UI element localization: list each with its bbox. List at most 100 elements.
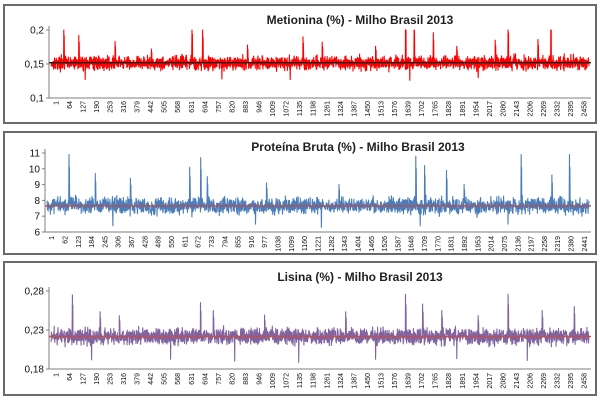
x-tick-label: 855 bbox=[236, 236, 243, 248]
x-tick-label: 946 bbox=[257, 101, 264, 113]
x-tick-label: 2143 bbox=[514, 101, 521, 117]
x-tick-label: 568 bbox=[175, 373, 182, 385]
x-tick-label: 1576 bbox=[392, 373, 399, 389]
x-tick-label: 1828 bbox=[446, 373, 453, 389]
x-tick-label: 442 bbox=[148, 373, 155, 385]
x-tick-label: 2395 bbox=[568, 373, 575, 389]
y-tick-label: 0,2 bbox=[30, 26, 44, 37]
x-tick-label: 2258 bbox=[542, 236, 549, 252]
x-tick-label: 631 bbox=[189, 101, 196, 113]
x-tick-label: 1831 bbox=[449, 236, 456, 252]
x-tick-label: 916 bbox=[249, 236, 256, 248]
chart-panel-metionina: Metionina (%) - Milho Brasil 2013 0,2 0,15… bbox=[3, 4, 597, 124]
x-tick-label: 1954 bbox=[473, 373, 480, 389]
x-tick-label: 253 bbox=[107, 373, 114, 385]
x-tick-label: 489 bbox=[156, 236, 163, 248]
series-line bbox=[50, 293, 590, 364]
x-tick-label: 946 bbox=[257, 373, 264, 385]
y-tick-label: 6 bbox=[34, 228, 40, 239]
x-tick-label: 1160 bbox=[302, 236, 309, 251]
x-tick-label: 672 bbox=[196, 236, 203, 248]
x-tick-label: 611 bbox=[182, 236, 189, 247]
x-tick-label: 1765 bbox=[433, 101, 440, 117]
x-tick-label: 1343 bbox=[342, 236, 349, 252]
x-tick-label: 2380 bbox=[569, 236, 576, 252]
x-tick-label: 2206 bbox=[528, 373, 535, 389]
chart-metionina: Metionina (%) - Milho Brasil 20130,20,15… bbox=[25, 13, 591, 117]
chart-title: Lisina (%) - Milho Brasil 2013 bbox=[277, 270, 443, 284]
x-tick-label: 253 bbox=[107, 101, 114, 113]
x-tick-label: 428 bbox=[142, 236, 149, 248]
x-tick-label: 1072 bbox=[284, 101, 291, 117]
x-tick-label: 550 bbox=[169, 236, 176, 248]
y-tick-label: 0,28 bbox=[25, 287, 45, 298]
y-tick-label: 0,15 bbox=[25, 60, 45, 71]
x-tick-label: 1324 bbox=[338, 373, 345, 389]
y-tick-label: 0,1 bbox=[30, 94, 44, 105]
x-tick-label: 883 bbox=[243, 373, 250, 385]
x-tick-label: 1828 bbox=[446, 101, 453, 117]
x-tick-label: 2080 bbox=[500, 373, 507, 389]
x-tick-label: 379 bbox=[135, 101, 142, 113]
x-tick-label: 316 bbox=[121, 373, 128, 385]
x-tick-label: 2206 bbox=[528, 101, 535, 117]
x-tick-label: 1009 bbox=[270, 373, 277, 389]
x-tick-label: 245 bbox=[102, 236, 109, 248]
x-tick-label: 794 bbox=[222, 236, 229, 248]
chart-panel-lisina: Lisina (%) - Milho Brasil 2013 0,28 0,23 0,… bbox=[3, 261, 597, 396]
x-tick-label: 1261 bbox=[324, 101, 331, 117]
x-tick-label: 2197 bbox=[529, 236, 536, 252]
x-tick-label: 2332 bbox=[555, 373, 562, 389]
x-tick-label: 820 bbox=[229, 101, 236, 113]
x-tick-label: 2395 bbox=[568, 101, 575, 117]
x-tick-label: 1038 bbox=[276, 236, 283, 252]
x-tick-label: 2017 bbox=[487, 101, 494, 117]
x-tick-label: 64 bbox=[67, 373, 74, 381]
y-tick-label: 7 bbox=[34, 212, 40, 223]
x-tick-label: 1282 bbox=[329, 236, 336, 252]
x-tick-label: 1009 bbox=[270, 101, 277, 117]
y-tick-label: 0,18 bbox=[25, 365, 45, 376]
x-tick-label: 1526 bbox=[382, 236, 389, 252]
y-tick-label: 0,23 bbox=[25, 326, 45, 337]
x-tick-label: 1 bbox=[53, 101, 60, 105]
series-line bbox=[50, 29, 590, 81]
x-tick-label: 306 bbox=[116, 236, 123, 248]
chart-lisina: Lisina (%) - Milho Brasil 2013 0,28 0,23 0,… bbox=[25, 270, 591, 389]
x-tick-label: 1702 bbox=[419, 373, 426, 389]
series-line bbox=[46, 154, 590, 228]
x-tick-label: 733 bbox=[209, 236, 216, 248]
y-tick-label: 11 bbox=[30, 149, 41, 160]
y-tick-label: 8 bbox=[34, 196, 40, 207]
x-tick-label: 379 bbox=[135, 373, 142, 385]
x-tick-label: 64 bbox=[67, 101, 74, 109]
x-tick-label: 2143 bbox=[514, 373, 521, 389]
x-tick-label: 1 bbox=[49, 236, 56, 240]
x-tick-label: 883 bbox=[243, 101, 250, 113]
x-tick-label: 631 bbox=[189, 373, 196, 385]
x-tick-label: 1953 bbox=[475, 236, 482, 252]
x-tick-label: 694 bbox=[202, 373, 209, 385]
x-tick-label: 1891 bbox=[460, 101, 467, 117]
x-tick-label: 2075 bbox=[502, 236, 509, 252]
x-tick-label: 1702 bbox=[419, 101, 426, 117]
x-tick-label: 1 bbox=[53, 373, 60, 377]
x-tick-label: 2319 bbox=[555, 236, 562, 252]
x-tick-label: 1892 bbox=[462, 236, 469, 252]
x-tick-label: 1387 bbox=[351, 373, 358, 389]
x-tick-label: 1450 bbox=[365, 101, 372, 117]
x-tick-label: 1465 bbox=[369, 236, 376, 252]
x-tick-label: 1404 bbox=[355, 236, 362, 252]
x-tick-label: 1709 bbox=[422, 236, 429, 252]
x-tick-label: 1261 bbox=[324, 373, 331, 389]
chart-title: Proteína Bruta (%) - Milho Brasil 2013 bbox=[251, 140, 465, 154]
x-tick-label: 442 bbox=[148, 101, 155, 113]
x-tick-label: 1770 bbox=[435, 236, 442, 252]
x-tick-label: 123 bbox=[76, 236, 83, 248]
x-tick-label: 1198 bbox=[311, 373, 318, 388]
x-tick-label: 1387 bbox=[351, 101, 358, 117]
x-tick-label: 505 bbox=[162, 373, 169, 385]
x-tick-label: 1639 bbox=[406, 373, 413, 389]
x-tick-label: 127 bbox=[80, 101, 87, 113]
x-tick-label: 2458 bbox=[582, 101, 589, 117]
